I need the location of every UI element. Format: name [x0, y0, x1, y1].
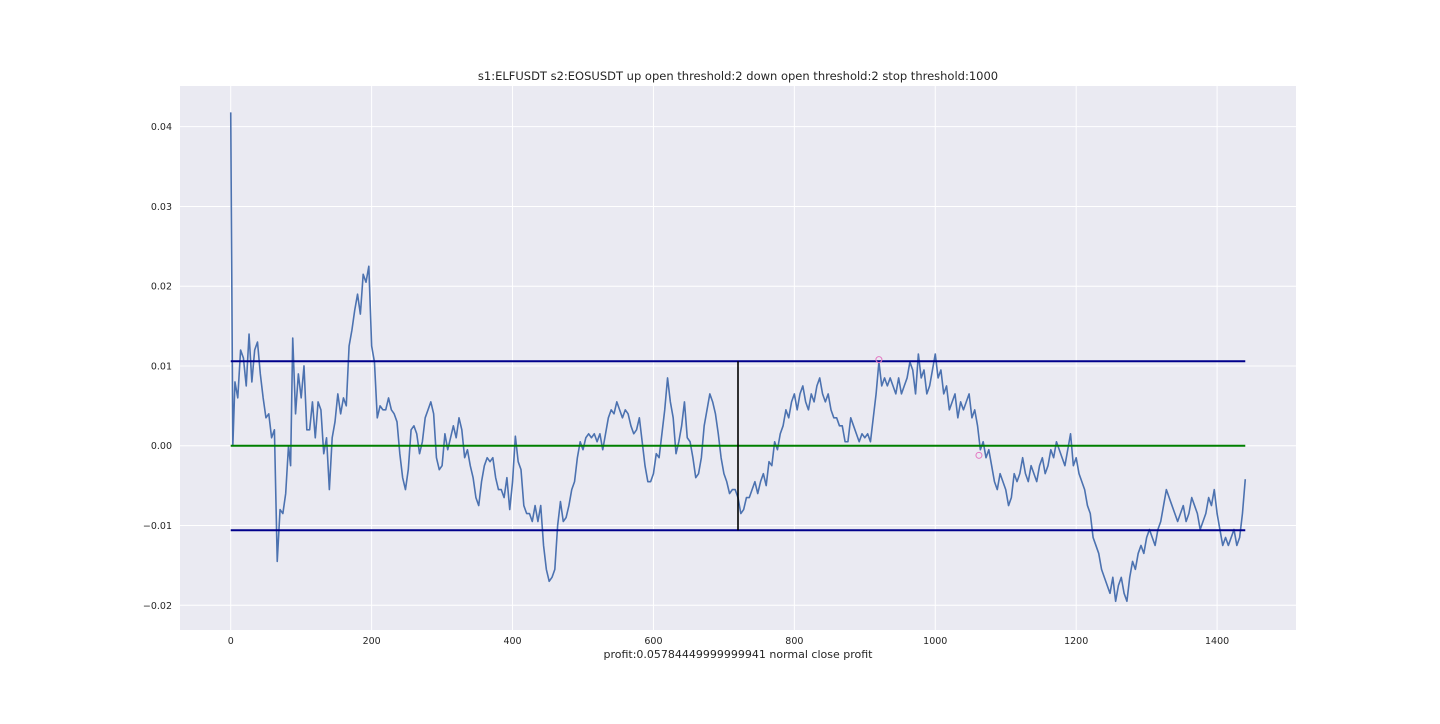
x-tick-label: 1400	[1205, 636, 1229, 647]
y-tick-label: 0.03	[151, 202, 172, 213]
trade-marker-0	[875, 356, 883, 364]
y-tick-label: 0.00	[151, 441, 172, 452]
chart-title: s1:ELFUSDT s2:EOSUSDT up open threshold:…	[478, 69, 998, 83]
x-tick-label: 1200	[1064, 636, 1088, 647]
x-tick-label: 600	[644, 636, 662, 647]
plot-background	[180, 86, 1296, 630]
series-line-0	[229, 112, 1247, 603]
y-tick-label: 0.01	[151, 361, 172, 372]
x-tick-label: 0	[228, 636, 234, 647]
series-layer	[229, 112, 1247, 603]
y-tick-label: −0.02	[143, 601, 172, 612]
trade-marker-1	[975, 451, 983, 459]
y-tick-label: −0.01	[143, 521, 172, 532]
y-tick-label: 0.04	[151, 122, 172, 133]
x-tick-label: 1000	[923, 636, 947, 647]
x-tick-label: 200	[363, 636, 381, 647]
x-tick-label: 800	[785, 636, 803, 647]
x-tick-label: 400	[503, 636, 521, 647]
y-tick-labels: 0.04 0.03 0.02 0.01 0.00 −0.01 −0.02	[143, 122, 172, 612]
y-tick-label: 0.02	[151, 282, 172, 293]
x-tick-labels: 0 200 400 600 800 1000 1200 1400	[228, 636, 1229, 647]
x-axis-label: profit:0.05784449999999941 normal close …	[603, 648, 873, 661]
